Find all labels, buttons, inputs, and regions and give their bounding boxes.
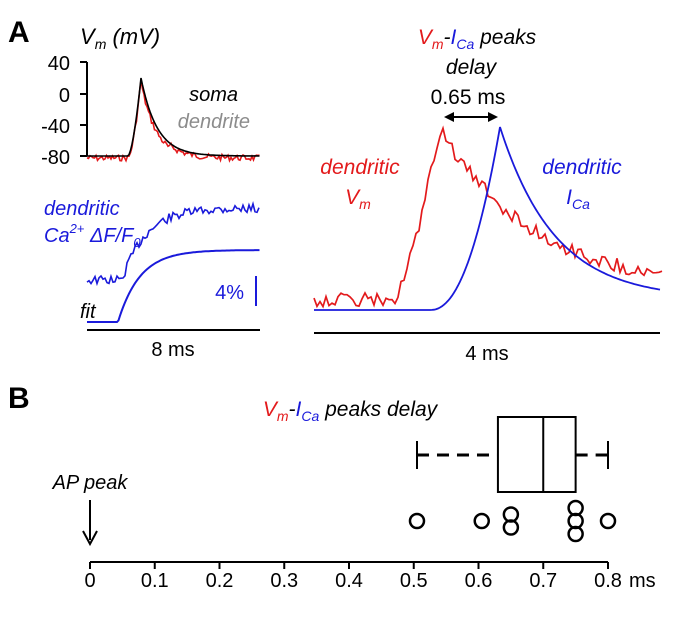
delay-word: delay: [446, 56, 498, 79]
boxplot: [415, 416, 609, 493]
iqr-box: [496, 416, 577, 493]
calcium-scale-label: 4%: [215, 282, 244, 304]
soma-ap-trace: [87, 77, 260, 157]
dendrite-ap-trace: [86, 80, 260, 163]
data-point: [599, 512, 617, 530]
boxplot-title: Vm-ICa peaks delay: [263, 398, 439, 424]
x-tick-label: 0.5: [400, 570, 428, 592]
panel-b-label: B: [8, 382, 30, 415]
arrow-head: [82, 530, 98, 547]
right-panel-title: Vm-ICa peaks: [418, 26, 537, 52]
x-tick-label: 0.1: [141, 570, 169, 592]
data-points: [408, 499, 617, 543]
dendritic-ica-trace: [314, 126, 661, 311]
x-tick-label: 0.3: [270, 570, 298, 592]
x-tick-label: 0.7: [529, 570, 557, 592]
left-time-scale-label: 8 ms: [151, 339, 194, 361]
calcium-raw-trace: [86, 200, 260, 287]
data-point: [473, 512, 490, 530]
voltage-tick-label: -40: [41, 116, 70, 138]
voltage-axis: 40 0 -40 -80: [41, 53, 88, 169]
dendritic-vm-label-line1: dendritic: [320, 156, 400, 179]
data-point: [408, 512, 426, 530]
delay-arrow: [444, 112, 498, 122]
soma-label: soma: [189, 84, 238, 106]
x-axis-unit: ms: [629, 570, 656, 592]
calcium-label-line1: dendritic: [44, 198, 120, 220]
calcium-label-line2: Ca2+ ΔF/F0: [44, 221, 141, 250]
delay-value: 0.65 ms: [431, 86, 506, 109]
calcium-fit-trace: [87, 249, 260, 323]
voltage-tick-label: -80: [41, 147, 70, 169]
voltage-tick-label: 0: [59, 85, 70, 107]
x-tick-label: 0.8: [594, 570, 622, 592]
data-point: [567, 525, 584, 543]
voltage-tick-label: 40: [48, 53, 70, 75]
fit-label: fit: [80, 301, 97, 323]
dendritic-vm-trace: [313, 125, 663, 309]
x-tick-label: 0: [84, 570, 95, 592]
dendritic-ica-label-line2: ICa: [566, 186, 590, 212]
voltage-axis-label: Vm (mV): [80, 24, 160, 52]
panel-a-label: A: [8, 16, 30, 49]
x-tick-label: 0.6: [465, 570, 493, 592]
dendritic-vm-label-line2: Vm: [345, 186, 371, 212]
x-tick-label: 0.2: [206, 570, 234, 592]
x-axis: 0 0.1 0.2 0.3 0.4 0.5 0.6 0.7 0.8: [84, 561, 622, 592]
dendrite-label: dendrite: [178, 111, 250, 133]
data-point: [502, 519, 520, 536]
right-time-scale-label: 4 ms: [465, 343, 508, 365]
ap-peak-label: AP peak: [52, 472, 129, 494]
x-tick-label: 0.4: [335, 570, 363, 592]
dendritic-ica-label-line1: dendritic: [542, 156, 622, 179]
ap-peak-arrow: [82, 500, 98, 547]
